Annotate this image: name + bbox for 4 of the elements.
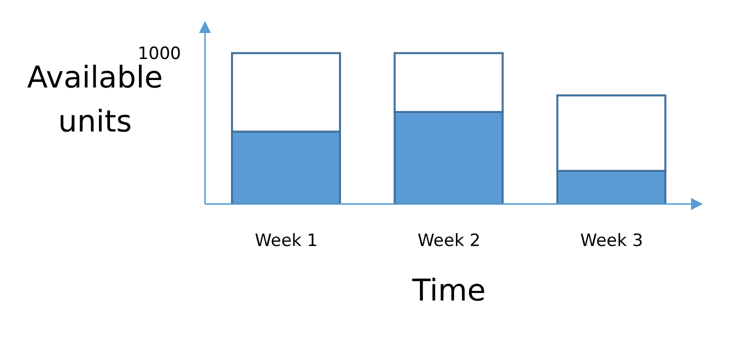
x-tick-label: Week 2 [418, 231, 480, 252]
x-tick-label: Week 1 [254, 231, 318, 252]
x-tick-label: Week 3 [580, 231, 644, 252]
x-axis-title: Time [411, 273, 486, 308]
